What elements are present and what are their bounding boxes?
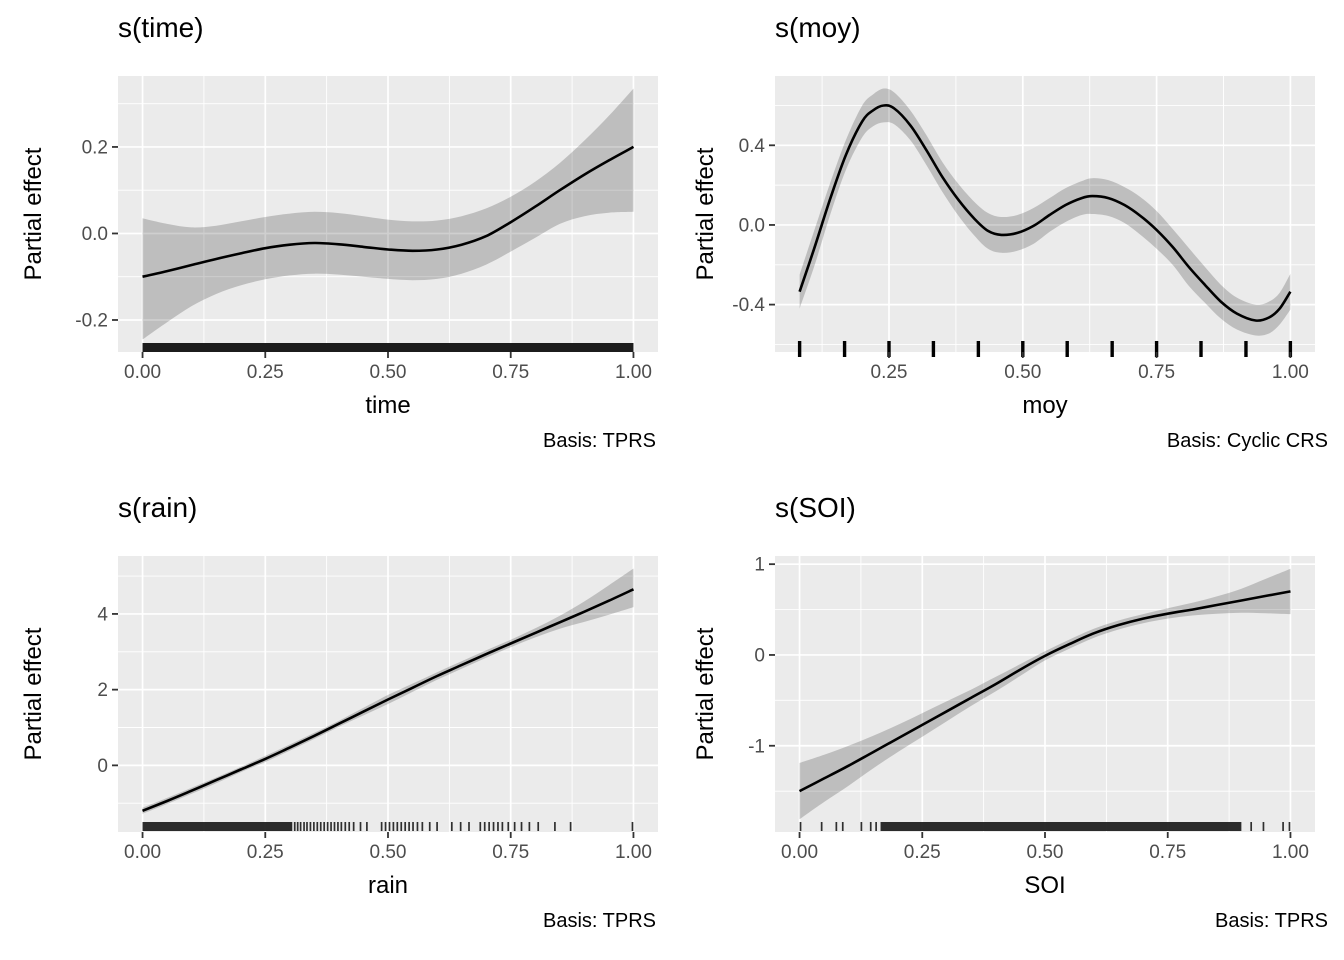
major-gridlines xyxy=(118,556,658,832)
plot-area-s-time: 0.00 0.25 0.50 0.75 1.00 -0.2 0.0 0.2 xyxy=(75,76,658,383)
x-tick-label: 0.25 xyxy=(904,842,941,863)
x-tick-label: 0.25 xyxy=(247,362,284,383)
x-tick-label: 0.50 xyxy=(370,362,407,383)
panel-title: s(rain) xyxy=(118,492,198,523)
x-tick-label: 0.00 xyxy=(781,842,818,863)
y-axis-title: Partial effect xyxy=(20,147,47,281)
basis-caption: Basis: Cyclic CRS xyxy=(1166,430,1328,452)
panel-cell-s-rain: 0.00 0.25 0.50 0.75 1.00 0 2 4 s(rain) Partial … xyxy=(0,480,672,960)
axis-ticks xyxy=(769,563,1292,838)
minor-gridlines xyxy=(775,76,1315,352)
confidence-ribbon xyxy=(799,88,1291,336)
axis-ticks xyxy=(112,146,635,358)
axis-ticks xyxy=(112,613,635,838)
x-tick-label: 0.50 xyxy=(1004,362,1041,383)
y-tick-label: 0.0 xyxy=(739,215,765,236)
rug-ticks xyxy=(293,822,634,831)
x-tick-label: 0.75 xyxy=(492,362,529,383)
data-layer xyxy=(798,568,1291,831)
y-tick-label: 0.0 xyxy=(82,224,108,245)
plot-area-s-soi: 0.00 0.25 0.50 0.75 1.00 -1 0 1 xyxy=(748,555,1315,863)
x-tick-label: 0.75 xyxy=(1149,842,1186,863)
plot-area-s-moy: 0.25 0.50 0.75 1.00 -0.4 0.0 0.4 xyxy=(732,76,1315,383)
y-tick-label: 0 xyxy=(97,756,108,777)
x-tick-label: 0.75 xyxy=(492,842,529,863)
axis-ticks xyxy=(769,144,1292,358)
x-axis-title: SOI xyxy=(1024,872,1066,899)
panel-cell-s-soi: 0.00 0.25 0.50 0.75 1.00 -1 0 1 s(SOI) Partial … xyxy=(672,480,1344,960)
y-tick-label: 2 xyxy=(97,680,108,701)
x-tick-label: 0.50 xyxy=(370,842,407,863)
x-tick-label: 0.00 xyxy=(124,362,161,383)
x-tick-label: 1.00 xyxy=(615,362,652,383)
y-tick-label: 0.2 xyxy=(82,137,108,158)
x-tick-label: 0.50 xyxy=(1027,842,1064,863)
x-tick-label: 0.75 xyxy=(1138,362,1175,383)
y-tick-label: 4 xyxy=(97,604,108,625)
fit-line xyxy=(798,590,1291,793)
basis-caption: Basis: TPRS xyxy=(543,910,656,932)
data-layer xyxy=(798,88,1292,336)
panel-title: s(SOI) xyxy=(775,492,856,523)
major-gridlines xyxy=(775,76,1315,352)
x-tick-label: 1.00 xyxy=(1272,362,1309,383)
x-axis-title: time xyxy=(365,392,411,419)
data-layer xyxy=(142,568,635,831)
panel-cell-s-time: 0.00 0.25 0.50 0.75 1.00 -0.2 0.0 0.2 s(time) P… xyxy=(0,0,672,480)
fit-line xyxy=(798,104,1292,322)
y-axis-title: Partial effect xyxy=(692,147,719,281)
basis-caption: Basis: TPRS xyxy=(1215,910,1328,932)
x-tick-label: 0.00 xyxy=(124,842,161,863)
y-axis-title: Partial effect xyxy=(20,627,47,761)
y-tick-label: -0.4 xyxy=(732,295,765,316)
confidence-ribbon xyxy=(799,568,1291,820)
x-tick-label: 0.25 xyxy=(247,842,284,863)
rug-dense-band xyxy=(880,822,1242,831)
x-tick-label: 1.00 xyxy=(615,842,652,863)
y-tick-label: -0.2 xyxy=(75,310,108,331)
panel-cell-s-moy: 0.25 0.50 0.75 1.00 -0.4 0.0 0.4 s(moy) Partia… xyxy=(672,0,1344,480)
panel-title: s(moy) xyxy=(775,12,861,43)
fit-line xyxy=(142,588,635,813)
fit-line xyxy=(142,145,635,278)
x-axis-title: moy xyxy=(1022,392,1068,419)
y-tick-label: -1 xyxy=(748,736,765,757)
x-tick-label: 1.00 xyxy=(1272,842,1309,863)
data-layer xyxy=(142,88,635,352)
plot-area-s-rain: 0.00 0.25 0.50 0.75 1.00 0 2 4 xyxy=(97,556,658,863)
confidence-ribbon xyxy=(142,568,634,814)
x-tick-label: 0.25 xyxy=(871,362,908,383)
y-tick-label: 0 xyxy=(754,645,765,666)
rug-bar xyxy=(142,343,634,352)
rug-ticks xyxy=(799,822,1291,831)
panel-title: s(time) xyxy=(118,12,204,43)
rug-dense-band xyxy=(142,822,293,831)
major-gridlines xyxy=(118,76,658,352)
basis-caption: Basis: TPRS xyxy=(543,430,656,452)
confidence-ribbon xyxy=(142,88,634,340)
x-axis-title: rain xyxy=(367,872,409,899)
y-axis-title: Partial effect xyxy=(692,627,719,761)
y-tick-label: 1 xyxy=(754,555,765,576)
y-tick-label: 0.4 xyxy=(739,136,766,157)
